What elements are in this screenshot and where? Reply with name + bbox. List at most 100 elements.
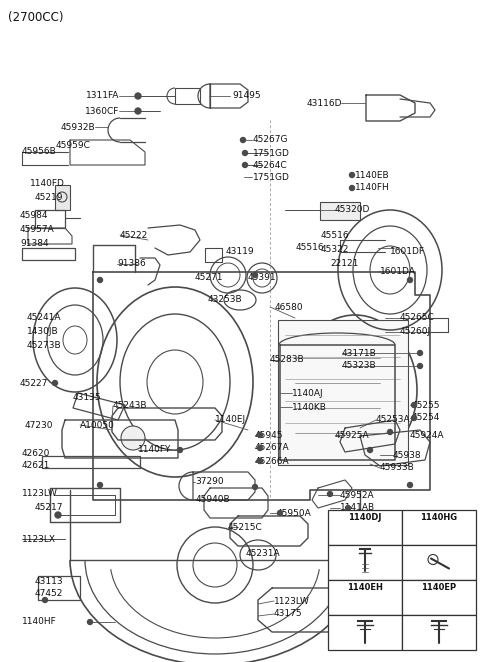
Circle shape [257,446,263,451]
Text: 45241A: 45241A [27,314,61,322]
Text: 43171B: 43171B [342,348,377,357]
Circle shape [57,192,67,202]
Text: 91384: 91384 [20,240,48,248]
Circle shape [411,402,417,408]
Circle shape [408,277,412,283]
Circle shape [257,432,263,438]
Circle shape [135,108,141,114]
Text: 45984: 45984 [20,211,48,220]
Circle shape [368,448,372,453]
Text: 1140FD: 1140FD [30,179,65,189]
Circle shape [55,512,61,518]
Text: 45231A: 45231A [246,549,281,559]
Text: 43175: 43175 [274,610,302,618]
Circle shape [240,138,245,142]
Text: 1430JB: 1430JB [27,326,59,336]
Text: 43135: 43135 [73,393,102,402]
Circle shape [418,363,422,369]
Text: 45243B: 45243B [113,401,147,410]
Text: 1140AJ: 1140AJ [292,389,324,397]
Text: 45938: 45938 [393,451,421,459]
Text: 1601DF: 1601DF [390,248,425,256]
Text: 45217: 45217 [35,502,63,512]
Text: 1140KB: 1140KB [292,402,327,412]
Text: 43116D: 43116D [307,99,342,107]
Text: 43119: 43119 [226,248,254,256]
Text: 1140EP: 1140EP [421,583,456,592]
Text: (2700CC): (2700CC) [8,11,63,24]
Text: 45940B: 45940B [196,495,230,504]
Circle shape [121,426,145,450]
Circle shape [411,416,417,420]
Bar [328,580,402,615]
Text: 91495: 91495 [232,91,261,101]
Text: 1360CF: 1360CF [84,107,119,115]
Text: 45267A: 45267A [255,444,289,453]
Text: 1123LW: 1123LW [22,489,58,498]
Text: 1140EJ: 1140EJ [215,416,246,424]
Bar [278,320,408,465]
Text: 1751GD: 1751GD [253,148,290,158]
Text: 45260J: 45260J [400,328,431,336]
Text: 1140EH: 1140EH [347,583,383,592]
Text: 42621: 42621 [22,461,50,469]
Circle shape [277,510,283,516]
Bar [55,185,70,210]
Text: 45391: 45391 [248,273,276,283]
Text: 1140FH: 1140FH [355,183,390,193]
Circle shape [418,350,422,355]
Text: A10050: A10050 [80,420,115,430]
Text: 45322: 45322 [321,246,349,254]
Text: 1140EB: 1140EB [355,171,390,179]
Circle shape [178,448,182,453]
Circle shape [257,459,263,463]
Bar [402,615,476,650]
Text: 47452: 47452 [35,589,63,598]
Text: 45323B: 45323B [342,361,377,371]
Text: 45956B: 45956B [22,148,57,156]
Text: 45516: 45516 [321,232,349,240]
Circle shape [349,173,355,177]
Text: 45516: 45516 [296,244,324,252]
Text: 1601DA: 1601DA [380,267,416,275]
Text: 43113: 43113 [35,577,64,585]
Text: 42620: 42620 [22,448,50,457]
Circle shape [327,491,333,496]
Text: 1140FY: 1140FY [138,446,171,455]
Bar [328,545,402,580]
Circle shape [242,162,248,167]
Circle shape [408,483,412,487]
Text: 45924A: 45924A [410,430,444,440]
Text: 45932B: 45932B [60,122,95,132]
Circle shape [349,185,355,191]
Bar [328,615,402,650]
Text: 45219: 45219 [35,193,63,201]
Circle shape [52,381,58,385]
Text: 91386: 91386 [117,260,146,269]
Text: 45320D: 45320D [335,205,371,214]
Text: 45215C: 45215C [228,522,263,532]
Text: 45945: 45945 [255,430,284,440]
Text: 1123LX: 1123LX [22,534,56,544]
Text: 45264C: 45264C [253,160,288,169]
Text: 1141AB: 1141AB [340,504,375,512]
Text: 45933B: 45933B [380,463,415,473]
Text: 22121: 22121 [330,260,359,269]
Text: 45959C: 45959C [55,140,90,150]
Circle shape [87,620,93,624]
Text: 37290: 37290 [195,477,224,487]
Text: 1311FA: 1311FA [85,91,119,101]
Text: 46580: 46580 [275,303,304,312]
Text: 45265C: 45265C [400,314,435,322]
Circle shape [252,273,257,277]
Text: 45254: 45254 [412,414,440,422]
Text: 1140DJ: 1140DJ [348,513,382,522]
Circle shape [97,483,103,487]
Circle shape [346,506,350,510]
Text: 43253B: 43253B [208,295,242,303]
Bar [320,202,360,220]
Bar [402,545,476,580]
Text: 45957A: 45957A [20,226,55,234]
Circle shape [135,93,141,99]
Circle shape [43,598,48,602]
